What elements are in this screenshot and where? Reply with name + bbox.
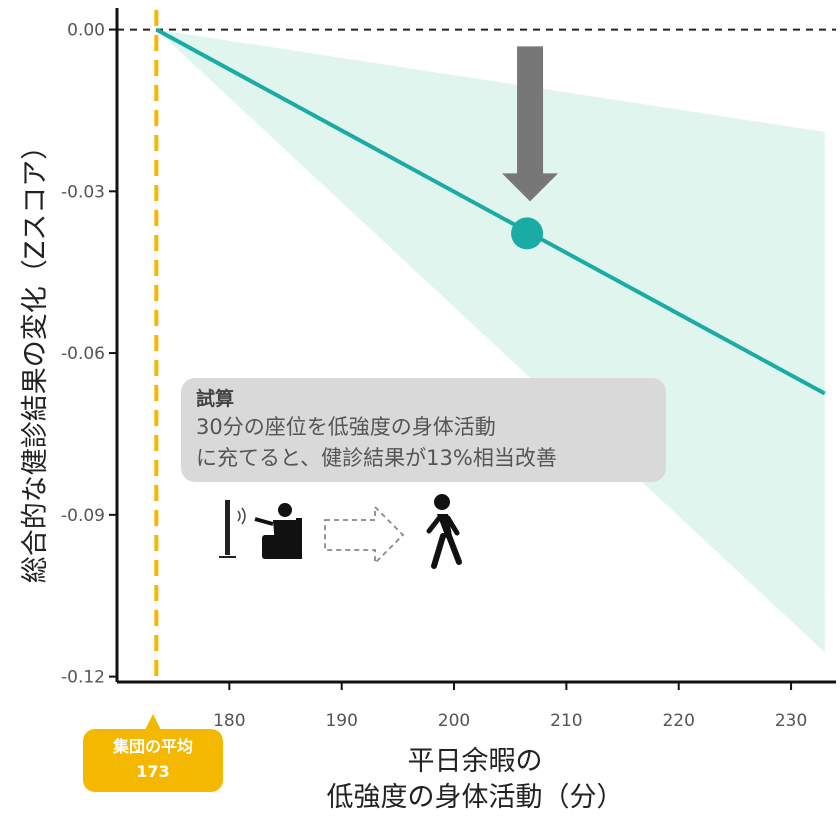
tv-icon xyxy=(219,500,246,558)
badge-label: 集団の平均 xyxy=(112,737,193,756)
walking-person-icon xyxy=(426,494,462,569)
y-ticks: 0.00 -0.03 -0.06 -0.09 -0.12 xyxy=(61,21,117,688)
series-line xyxy=(155,27,826,396)
x-tick-label: 220 xyxy=(662,711,694,731)
y-tick-label: -0.12 xyxy=(61,668,105,688)
annotation-line1: 30分の座位を低強度の身体活動 xyxy=(196,415,496,439)
x-axis-title-line2: 低強度の身体活動（分） xyxy=(327,782,624,813)
y-tick-label: 0.00 xyxy=(67,21,105,41)
down-arrow-icon xyxy=(502,46,559,202)
x-tick-label: 210 xyxy=(550,711,582,731)
person-watching-tv-icon xyxy=(254,503,302,559)
population-mean-badge: 集団の平均 173 xyxy=(83,714,223,792)
annotation-box: 試算 30分の座位を低強度の身体活動 に充てると、健診結果が13%相当改善 xyxy=(181,378,666,482)
highlight-point xyxy=(511,217,544,250)
x-tick-label: 200 xyxy=(438,711,470,731)
badge-value: 173 xyxy=(136,762,169,781)
annotation-line2: に充てると、健診結果が13%相当改善 xyxy=(196,446,557,470)
x-tick-label: 190 xyxy=(325,711,357,731)
x-tick-label: 180 xyxy=(213,711,245,731)
annotation-title: 試算 xyxy=(196,387,234,410)
confidence-band xyxy=(156,29,825,653)
dashed-arrow-icon xyxy=(324,504,405,566)
x-ticks: 180 190 200 210 220 230 xyxy=(213,682,807,731)
y-tick-label: -0.06 xyxy=(61,344,105,364)
y-tick-label: -0.09 xyxy=(61,506,105,526)
x-axis-title-line1: 平日余暇の xyxy=(408,746,543,777)
x-tick-label: 230 xyxy=(775,711,807,731)
y-tick-label: -0.03 xyxy=(61,182,105,202)
y-axis-title: 総合的な健診結果の変化（Zスコア） xyxy=(20,133,51,584)
